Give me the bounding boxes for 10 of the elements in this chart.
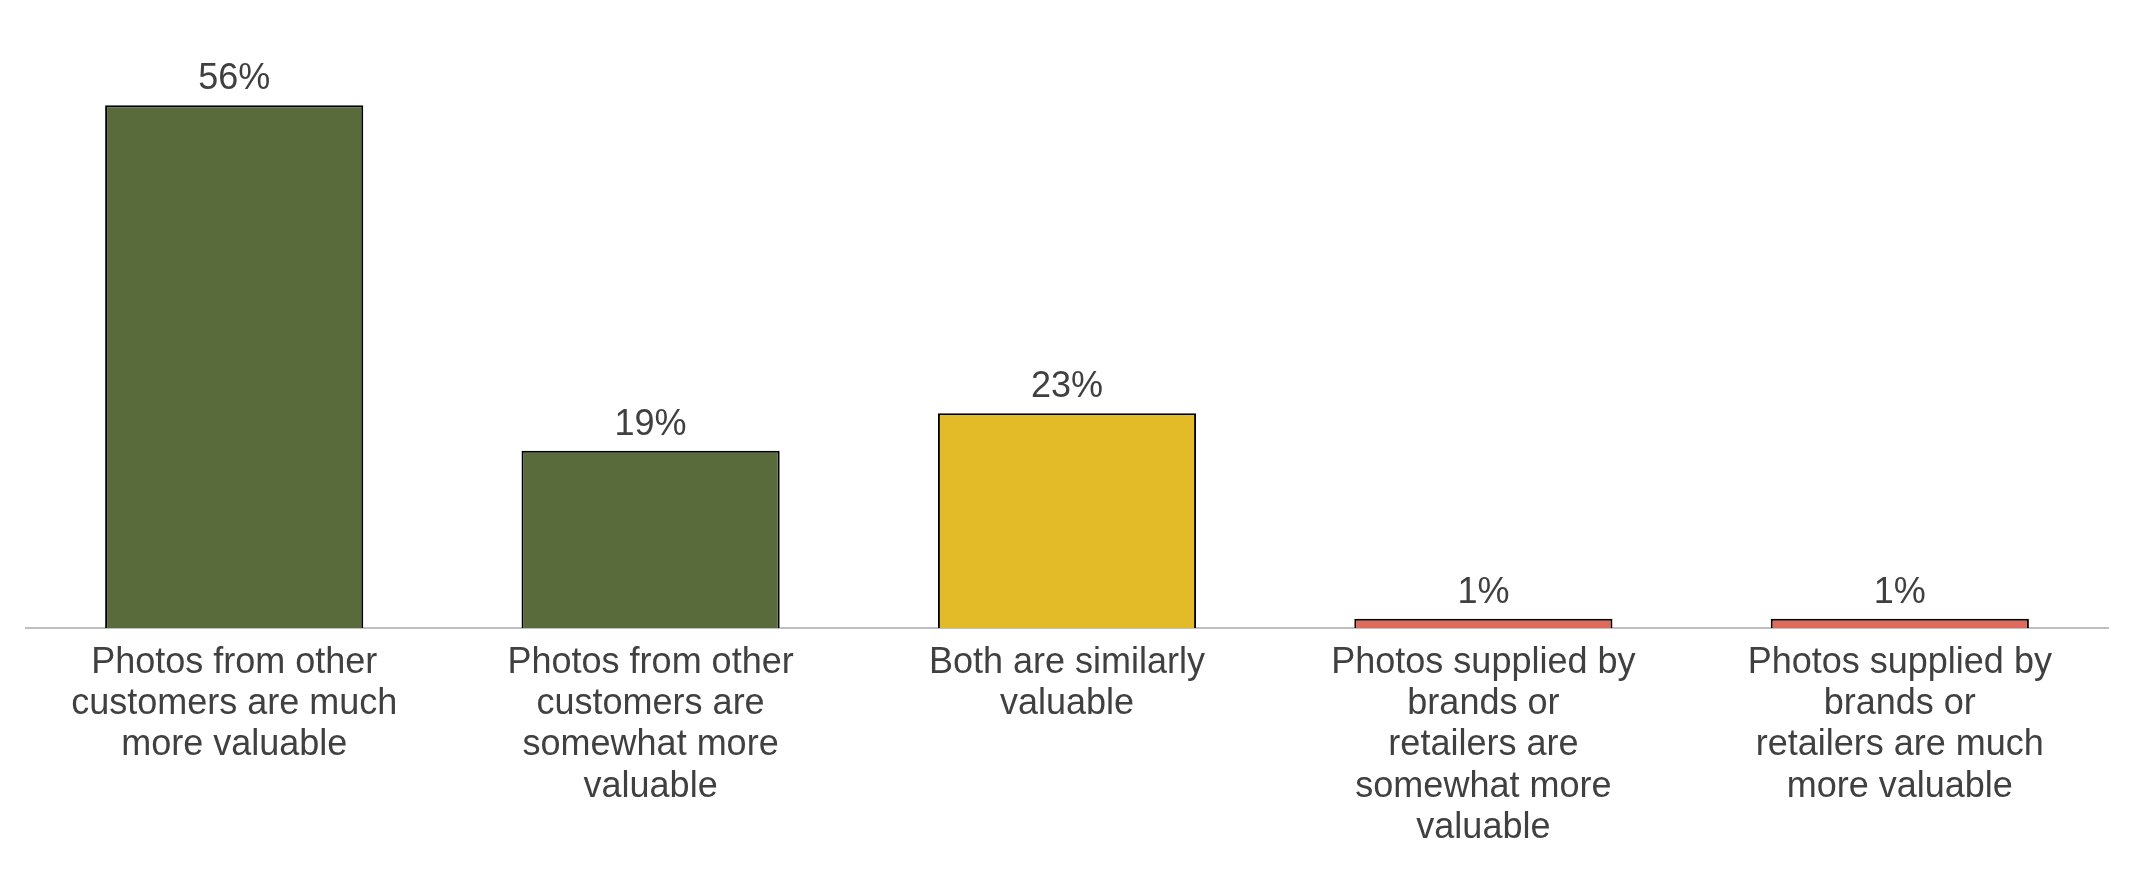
x-tick-label: Photos supplied by brands or retailers are somewhat more valuable: [1331, 639, 1636, 847]
x-tick-label: Photos from other customers are much more valuable: [71, 639, 398, 764]
data-label: 19%: [614, 401, 687, 443]
data-label: 1%: [1873, 569, 1926, 611]
data-label: 56%: [198, 56, 271, 98]
x-tick-label: Photos from other customers are somewhat more valuable: [507, 639, 794, 805]
data-label: 1%: [1457, 569, 1510, 611]
x-tick-label: Photos supplied by brands or retailers are much more valuable: [1747, 639, 2052, 805]
x-tick-label: Both are similarly valuable: [928, 639, 1206, 723]
data-label: 23%: [1030, 364, 1104, 406]
